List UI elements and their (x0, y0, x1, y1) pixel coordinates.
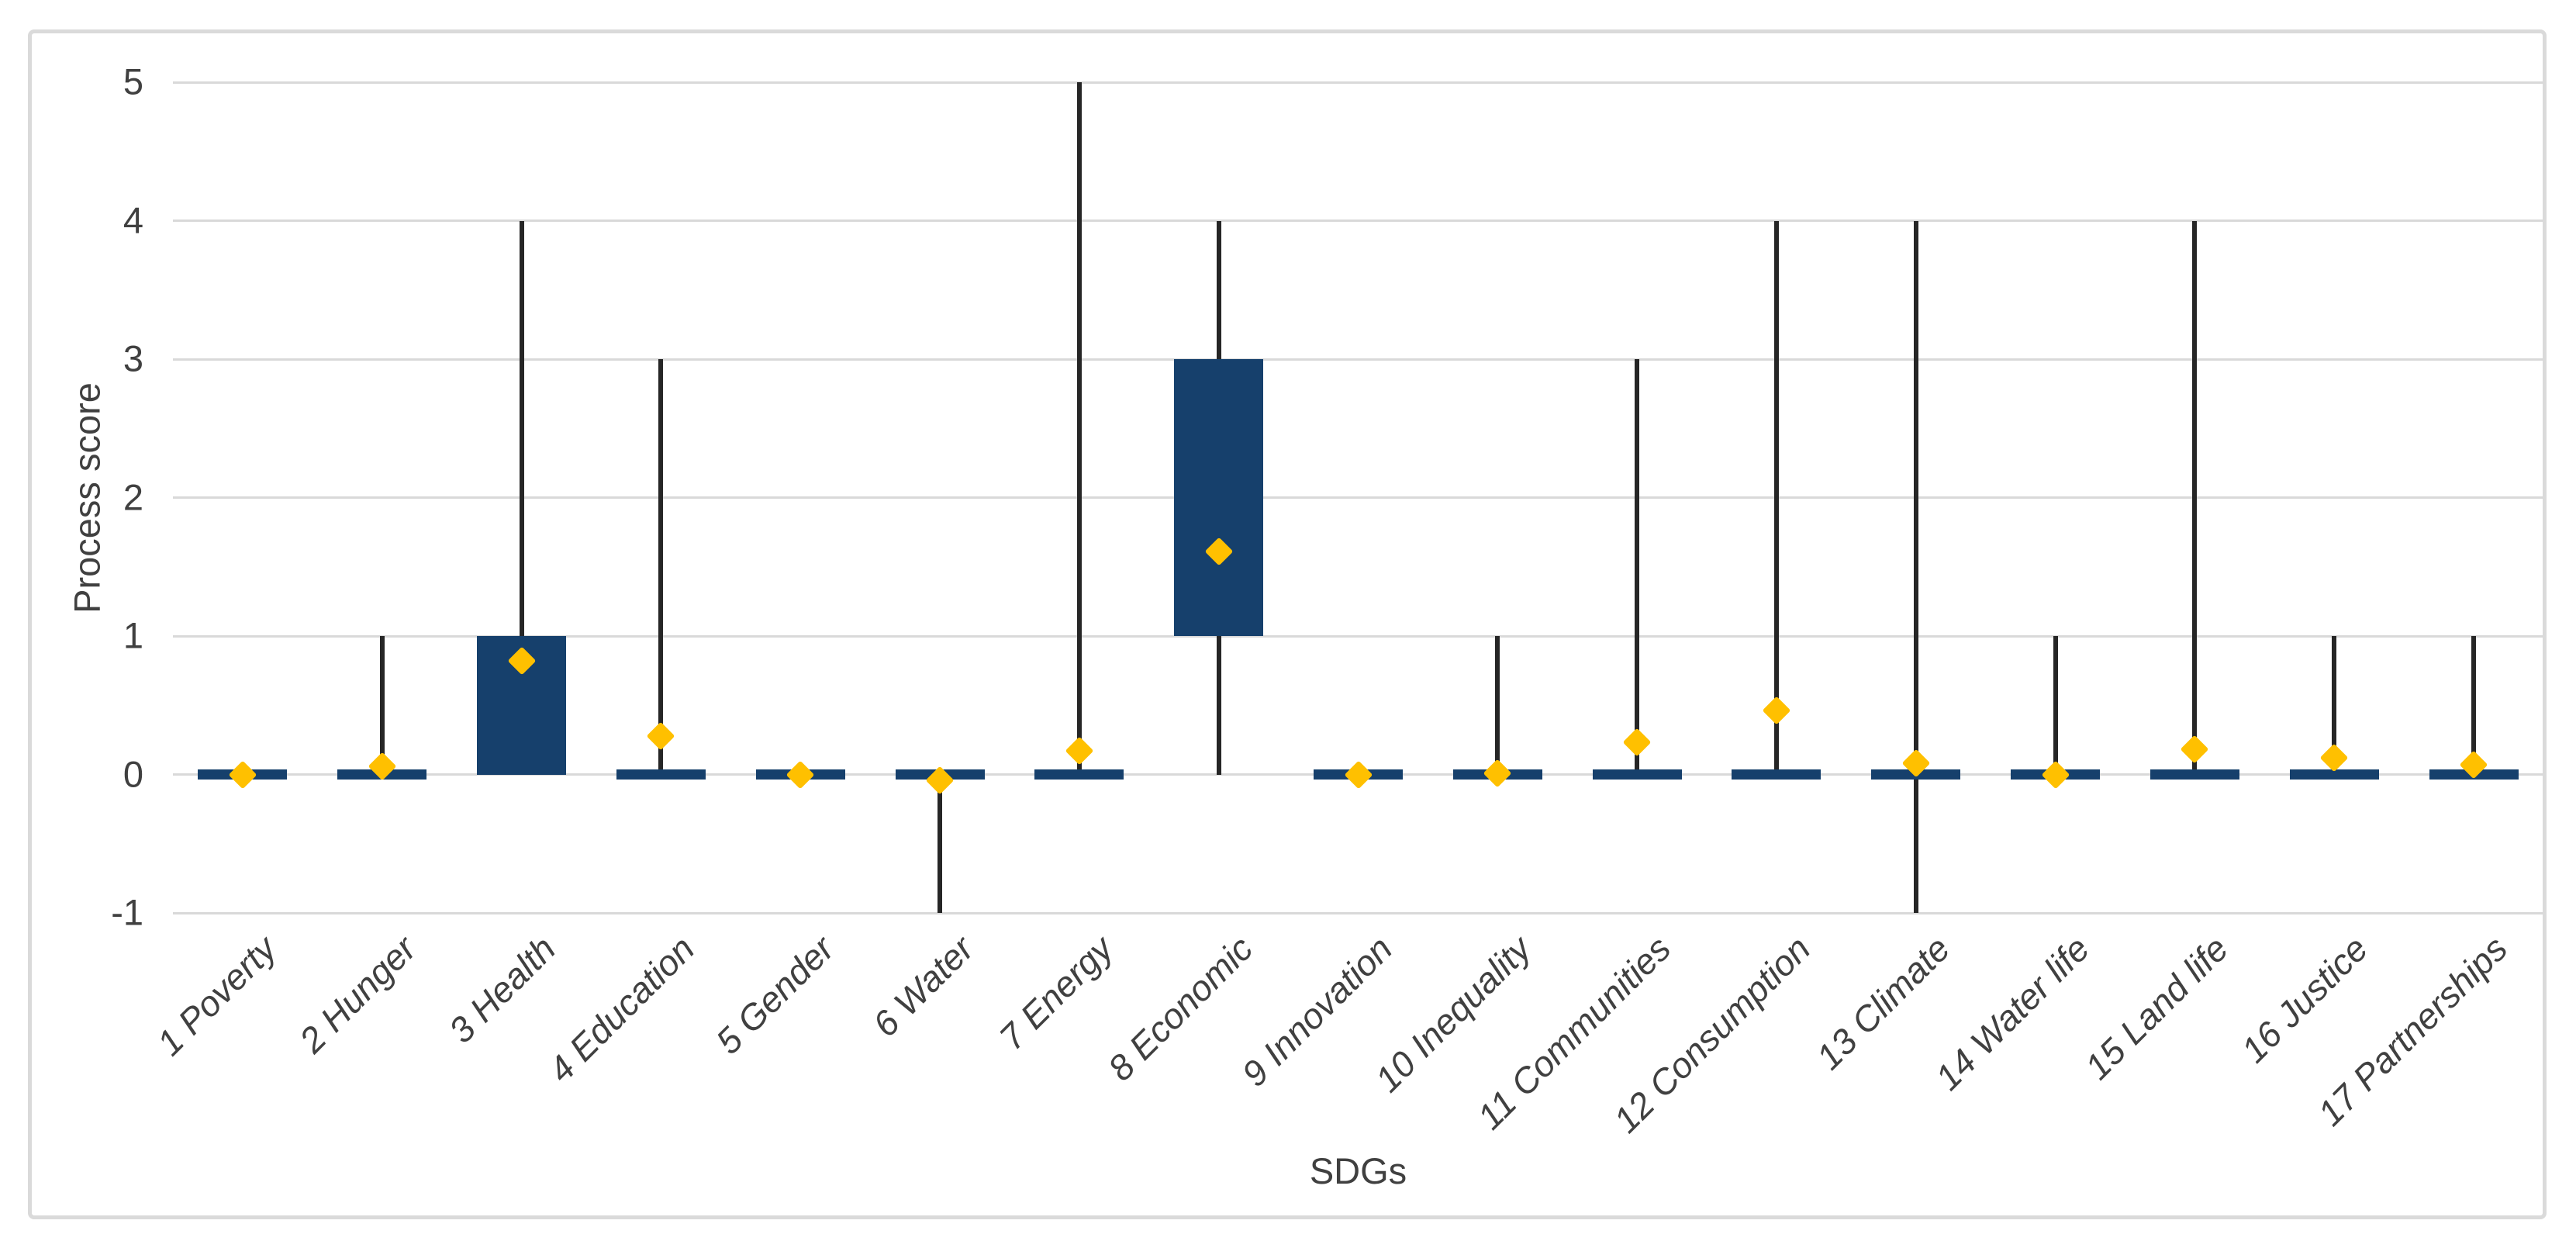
whisker (2192, 220, 2198, 775)
whisker (1773, 220, 1779, 775)
whisker (379, 636, 385, 775)
mean-marker (786, 760, 815, 789)
x-axis-category-labels: 1 Poverty 2 Hunger 3 Health 4 Education 5 Ge… (149, 928, 2543, 1177)
whisker (658, 359, 664, 775)
y-tick-label: 0 (123, 753, 143, 795)
x-category-label: 5 Gender (708, 928, 842, 1062)
y-tick-label: 2 (123, 476, 143, 518)
y-tick-label: -1 (111, 891, 143, 933)
box (616, 769, 706, 780)
whisker (519, 220, 524, 775)
box (2289, 769, 2379, 780)
x-axis-title: SDGs (1309, 1150, 1407, 1191)
whisker (1076, 82, 1082, 775)
mean-marker (2181, 735, 2209, 764)
y-tick-label: 1 (123, 614, 143, 656)
box (1592, 769, 1682, 780)
whisker (2332, 636, 2337, 775)
y-tick-label: 3 (123, 337, 143, 379)
x-category-label: 16 Justice (2233, 928, 2376, 1070)
mean-marker (1483, 759, 1512, 788)
x-category-label: 7 Energy (991, 928, 1121, 1058)
gridline (173, 220, 2543, 222)
plot-area (173, 81, 2543, 914)
mean-marker (2319, 743, 2349, 773)
box (2150, 769, 2239, 780)
whisker (1913, 220, 1918, 913)
x-category-label: 2 Hunger (291, 928, 424, 1061)
mean-marker (1622, 728, 1652, 757)
mean-marker (228, 760, 257, 789)
y-tick-label: 4 (123, 199, 143, 241)
whisker (2053, 636, 2058, 775)
mean-marker (1344, 760, 1373, 789)
y-tick-label: 5 (123, 60, 143, 102)
x-category-label: 6 Water (865, 928, 982, 1045)
x-category-label: 15 Land life (2077, 928, 2236, 1087)
gridline (173, 911, 2543, 914)
mean-marker (1762, 696, 1791, 725)
mean-marker (646, 721, 675, 750)
box (1732, 769, 1822, 780)
gridline (173, 634, 2543, 638)
chart-frame (28, 29, 2547, 1219)
y-axis-tick-labels: 5 4 3 2 1 0 -1 (0, 64, 143, 931)
whisker (1495, 636, 1500, 775)
x-category-label: 3 Health (440, 928, 563, 1051)
x-category-label: 4 Education (540, 928, 703, 1091)
gridline (173, 81, 2543, 84)
mean-marker (1065, 736, 1094, 766)
box (1034, 769, 1124, 780)
box (1174, 359, 1264, 636)
x-category-label: 13 Climate (1808, 928, 1958, 1077)
whisker (938, 774, 943, 913)
gridline (173, 496, 2543, 499)
whisker (1635, 359, 1640, 775)
gridline (173, 358, 2543, 361)
mean-marker (2041, 760, 2070, 789)
whisker (2471, 636, 2477, 775)
